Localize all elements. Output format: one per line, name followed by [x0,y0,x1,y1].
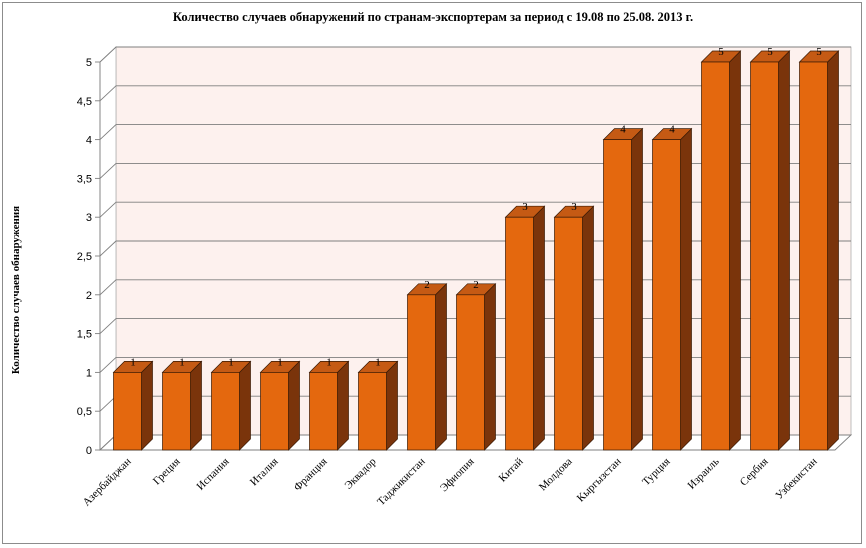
bar-side [533,205,545,451]
data-label: 1 [228,356,234,368]
data-labels: 1 1 1 1 1 1 2 2 3 3 4 4 5 5 5 [130,46,822,368]
gridline [99,85,851,102]
bar-front [701,61,730,451]
bar-front [162,372,191,451]
x-tick-label: Узбекистан [773,456,819,502]
bar-front [603,139,632,451]
y-tick-label: 0 [86,445,92,457]
bar [308,360,350,451]
bar-side [827,50,839,451]
data-label: 5 [767,46,773,58]
y-tick-label: 1,5 [77,329,92,341]
bar [749,50,791,451]
data-label: 1 [375,356,381,368]
data-label: 4 [669,124,675,136]
bar-side [778,50,790,451]
y-tick-label: 2 [86,290,92,302]
y-tick-label: 1 [86,367,92,379]
y-tick-label: 0,5 [77,406,92,418]
bar [455,282,497,451]
bar [602,127,644,451]
bar [700,50,742,451]
data-label: 1 [326,356,332,368]
x-tick-label: Турция [640,456,673,489]
y-tick-label: 3,5 [77,173,92,185]
x-tick-label: Азербайджан [81,456,134,509]
chart-title: Количество случаев обнаружений по страна… [172,10,694,24]
bar-front [309,372,338,451]
bar-front [260,372,289,451]
x-tick-label: Эквадор [342,455,379,492]
bar [504,205,546,451]
bar [651,127,693,451]
bar [553,205,595,451]
x-tick-label: Греция [151,456,183,488]
bars [112,50,840,451]
x-tick-label: Сербия [738,456,771,489]
data-label: 2 [424,279,430,291]
data-label: 5 [718,46,724,58]
gridline [99,124,851,140]
bar-front [652,139,681,451]
bar-front [554,216,583,451]
data-label: 4 [620,124,626,136]
bar-side [729,50,741,451]
bar-side [141,360,153,451]
bar-front [358,372,387,451]
bar [406,282,448,451]
y-tick-labels: 0 0,5 1 1,5 2 2,5 3 3,5 4 4,5 5 [77,57,92,457]
x-tick-label: Таджикистан [375,456,428,509]
bar-side [386,360,398,451]
bar-side [190,360,202,451]
bar [210,360,252,451]
data-label: 1 [277,356,283,368]
gridline [99,46,851,63]
x-tick-label: Эфиопия [438,456,477,495]
bar-front [211,372,240,451]
bar [357,360,399,451]
y-tick-label: 4,5 [77,96,92,108]
data-label: 5 [816,46,822,58]
x-tick-label: Кыргызстан [575,456,624,505]
data-label: 3 [522,201,528,213]
bar-side [435,282,447,451]
bar-side [484,282,496,451]
y-tick-label: 4 [86,135,92,147]
bar [112,360,154,451]
bar-front [750,61,779,451]
x-tick-label: Испания [195,456,232,493]
bar [259,360,301,451]
x-tick-label: Франция [292,456,330,494]
bar-side [582,205,594,451]
data-label: 3 [571,201,577,213]
x-tick-label: Италия [248,456,281,489]
bar-side [239,360,251,451]
bar-front [799,61,828,451]
bar-front [456,294,485,451]
y-tick-label: 5 [86,57,92,69]
data-label: 2 [473,279,479,291]
bar-side [337,360,349,451]
x-tick-labels: Азербайджан Греция Испания Италия Франция Экв… [81,455,820,508]
x-tick-label: Молдова [537,456,575,494]
data-label: 1 [179,356,185,368]
y-tick-label: 3 [86,212,92,224]
x-tick-label: Китай [497,456,526,485]
bar-side [288,360,300,451]
bar-front [113,372,142,451]
bar-side [680,127,692,451]
bar [161,360,203,451]
bar [798,50,840,451]
bar-front [505,216,534,451]
x-tick-label: Израиль [686,456,722,492]
bar-front [407,294,436,451]
data-label: 1 [130,356,136,368]
bar-side [631,127,643,451]
y-tick-label: 2,5 [77,251,92,263]
